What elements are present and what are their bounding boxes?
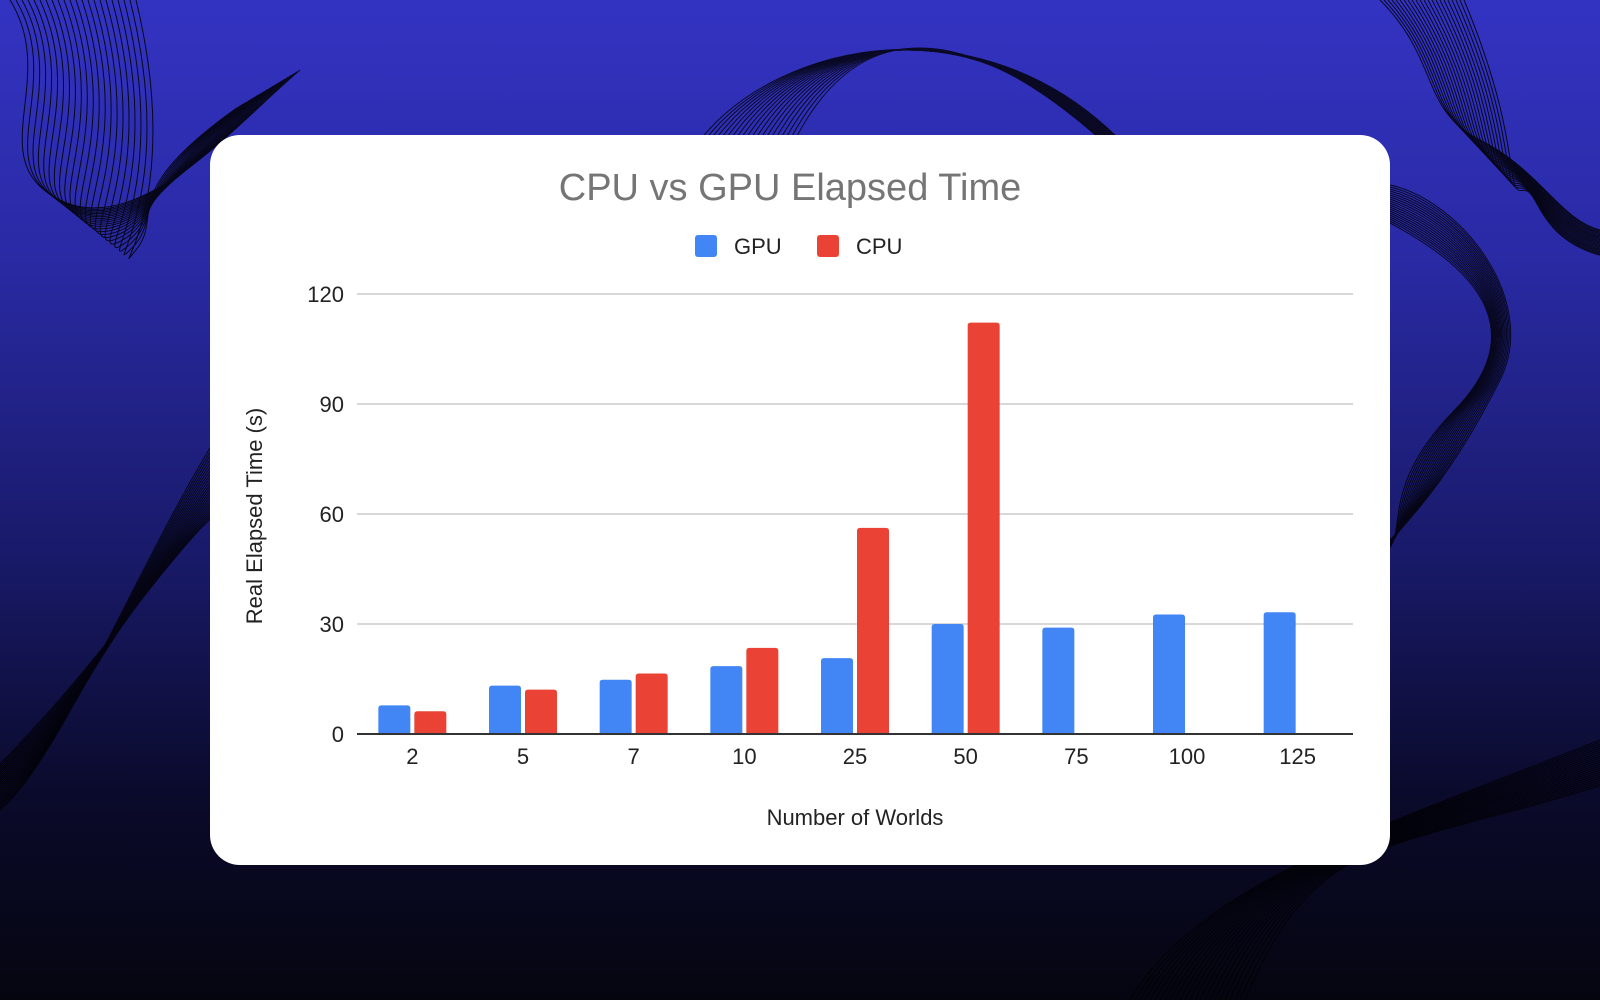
bar-gpu-50 <box>931 624 964 734</box>
wave-line <box>1391 0 1600 235</box>
wave-line <box>1435 0 1600 248</box>
x-tick-label: 2 <box>406 744 418 769</box>
wave-line <box>1427 0 1600 245</box>
legend-label-cpu: CPU <box>856 234 902 259</box>
bar-chart: CPU vs GPU Elapsed Time GPU CPU 0 30 60 90 1… <box>242 167 1353 830</box>
wave-line <box>1451 0 1600 253</box>
bar-gpu-7 <box>599 679 632 734</box>
wave-line <box>1455 0 1600 254</box>
bar-gpu-100 <box>1153 614 1185 734</box>
wave-line <box>1389 206 1499 545</box>
bar-cpu-2 <box>414 711 447 734</box>
bar-gpu-75 <box>1042 627 1075 734</box>
wave-line <box>104 0 253 242</box>
bar-gpu-125 <box>1263 612 1296 734</box>
wave-line <box>1463 0 1600 256</box>
y-tick-label: 90 <box>320 392 344 417</box>
x-tick-label: 10 <box>732 744 756 769</box>
wave-line <box>1379 0 1600 231</box>
wave-line <box>75 0 268 227</box>
wave-line <box>1389 184 1512 541</box>
wave-line <box>1389 198 1503 544</box>
wave-line <box>128 0 238 260</box>
x-tick-label: 5 <box>517 744 529 769</box>
wave-line <box>1389 222 1492 548</box>
wave-line <box>39 0 286 216</box>
wave-line <box>27 0 292 213</box>
y-axis-label: Real Elapsed Time (s) <box>242 408 267 624</box>
wave-line <box>93 0 259 235</box>
gridlines <box>357 293 1353 625</box>
legend: GPU CPU <box>695 234 902 259</box>
wave-line <box>1389 210 1497 546</box>
legend-label-gpu: GPU <box>734 234 782 259</box>
wave-line <box>1459 0 1600 255</box>
wave-line <box>1431 0 1600 247</box>
wave-line <box>1407 0 1600 239</box>
wave-line <box>0 452 221 801</box>
chart-title: CPU vs GPU Elapsed Time <box>559 167 1021 209</box>
wave-line <box>33 0 289 215</box>
wave-line <box>1423 0 1600 244</box>
bar-gpu-25 <box>821 658 853 734</box>
wave-line <box>1419 0 1600 243</box>
bar-cpu-5 <box>525 689 557 734</box>
bar-cpu-10 <box>746 647 779 734</box>
bar-gpu-5 <box>489 685 521 734</box>
chart-card: CPU vs GPU Elapsed Time GPU CPU 0 30 60 90 1… <box>210 135 1390 865</box>
y-axis-ticks: 0 30 60 90 120 <box>307 282 344 747</box>
wave-line <box>1389 202 1500 544</box>
wave-line <box>1411 0 1600 241</box>
wave-line <box>57 0 277 221</box>
legend-swatch-gpu <box>695 235 717 257</box>
wave-line <box>1389 188 1509 542</box>
wave-line <box>1389 208 1498 546</box>
wave-line <box>1389 194 1505 543</box>
x-tick-label: 100 <box>1169 744 1206 769</box>
y-tick-label: 30 <box>320 612 344 637</box>
wave-line <box>1403 0 1600 238</box>
bar-cpu-7 <box>635 673 668 734</box>
wave-line <box>1415 0 1600 242</box>
wave-line <box>114 0 247 249</box>
x-axis-label: Number of Worlds <box>767 805 944 830</box>
wave-line <box>1389 190 1507 542</box>
wave-line <box>1383 0 1600 232</box>
wave-line <box>63 0 274 223</box>
wave-line <box>1389 196 1504 543</box>
wave-line <box>794 47 1102 141</box>
bar-gpu-10 <box>710 666 743 734</box>
wave-line <box>81 0 265 230</box>
wave-line <box>1389 200 1501 544</box>
wave-line <box>87 0 262 233</box>
wave-line <box>123 0 241 256</box>
wave-line <box>45 0 283 218</box>
x-tick-label: 50 <box>953 744 977 769</box>
bar-gpu-2 <box>378 705 411 734</box>
x-tick-label: 25 <box>843 744 867 769</box>
y-tick-label: 60 <box>320 502 344 527</box>
x-tick-label: 7 <box>628 744 640 769</box>
wave-line <box>1399 0 1600 237</box>
x-tick-label: 75 <box>1064 744 1088 769</box>
wave-line <box>109 0 250 245</box>
wave-line <box>1389 212 1496 546</box>
x-axis-ticks: 2 5 7 10 25 50 75 100 125 <box>406 744 1316 769</box>
bar-cpu-25 <box>857 527 889 734</box>
wave-line <box>1389 204 1499 545</box>
wave-line <box>1389 192 1506 542</box>
wave-line <box>1447 0 1600 251</box>
y-tick-label: 120 <box>307 282 344 307</box>
bars <box>378 322 1296 734</box>
y-tick-label: 0 <box>332 722 344 747</box>
bar-cpu-50 <box>967 322 1000 734</box>
x-tick-label: 125 <box>1279 744 1316 769</box>
wave-line <box>1389 186 1510 541</box>
wave-line <box>1389 214 1495 547</box>
legend-swatch-cpu <box>817 235 839 257</box>
wave-line <box>1443 0 1600 250</box>
